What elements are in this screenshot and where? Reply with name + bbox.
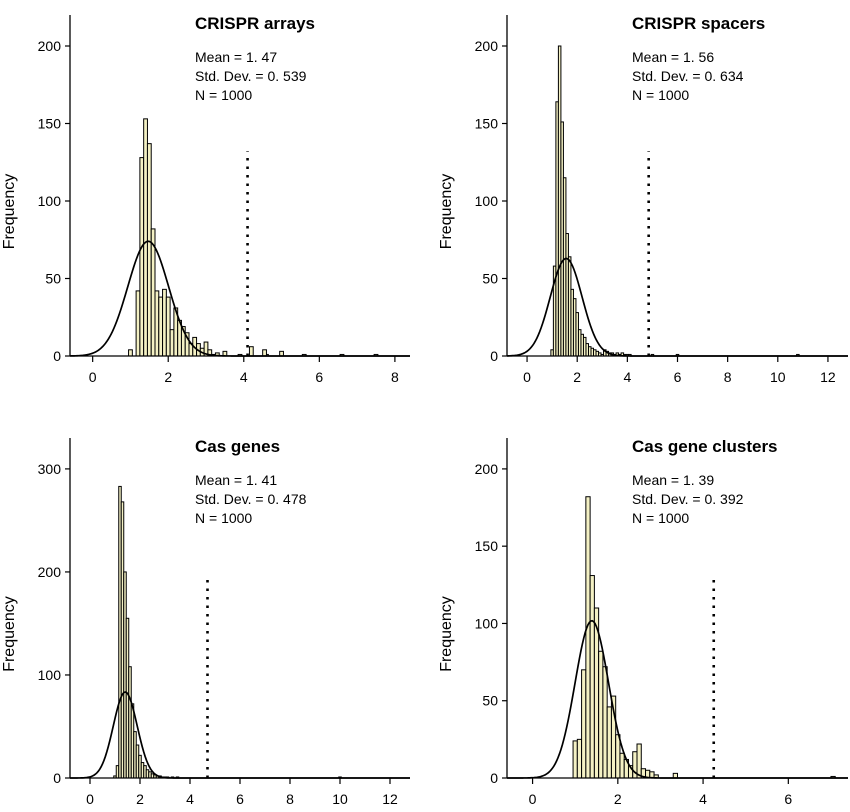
y-tick-label: 150 (475, 538, 499, 554)
x-tick-label: 6 (784, 791, 792, 807)
chart-title: Cas genes (195, 437, 280, 456)
x-tick-label: 6 (315, 369, 323, 385)
y-tick-label: 0 (490, 770, 498, 786)
histogram-bar (615, 734, 621, 779)
y-tick-label: 150 (475, 116, 499, 132)
stats-line: Std. Dev. = 0. 478 (195, 491, 307, 507)
y-tick-label: 100 (475, 615, 499, 631)
histogram-bar (576, 738, 583, 779)
histogram-bar (135, 290, 141, 357)
y-tick-label: 0 (53, 348, 61, 364)
histogram-bar (585, 496, 591, 779)
x-tick-label: 6 (236, 791, 244, 807)
y-tick-label: 200 (38, 564, 62, 580)
stats-line: Std. Dev. = 0. 539 (195, 68, 307, 84)
histogram-panel: 0 50 100 150 200 0 2 4 6 8 Frequency CRISPR arrays M… (1, 14, 410, 385)
y-tick-label: 150 (38, 116, 62, 132)
y-tick-label: 200 (475, 38, 499, 54)
x-tick-label: 8 (724, 369, 732, 385)
y-axis-label: Frequency (438, 596, 455, 672)
normal-curve (69, 240, 410, 357)
histogram-bar (162, 288, 167, 357)
y-tick-label: 50 (482, 693, 498, 709)
y-axis-label: Frequency (1, 596, 18, 672)
x-tick-label: 4 (186, 791, 194, 807)
stats-line: Std. Dev. = 0. 392 (632, 491, 744, 507)
x-tick-label: 2 (573, 369, 581, 385)
x-tick-label: 6 (674, 369, 682, 385)
histogram-bar (581, 669, 587, 779)
x-tick-label: 10 (332, 791, 348, 807)
histogram-bar (169, 329, 175, 357)
histogram-bar (262, 349, 267, 357)
histogram-bar (606, 706, 612, 779)
x-tick-label: 2 (164, 369, 172, 385)
normal-curve (507, 619, 848, 779)
stats-line: Mean = 1. 47 (195, 49, 277, 65)
chart-title: CRISPR spacers (632, 14, 765, 33)
y-tick-label: 100 (475, 193, 499, 209)
x-tick-label: 8 (391, 369, 399, 385)
x-tick-label: 4 (623, 369, 631, 385)
x-tick-label: 0 (523, 369, 531, 385)
histogram-panel: 0 50 100 150 200 0 2 4 6 Frequency Cas gene cluste… (438, 437, 848, 807)
histogram-bar (146, 143, 152, 357)
y-axis-label: Frequency (438, 174, 455, 250)
y-tick-label: 200 (38, 38, 62, 54)
histogram-bar (619, 752, 625, 779)
stats-line: N = 1000 (632, 510, 689, 526)
histogram-bar (143, 118, 148, 357)
x-tick-label: 0 (529, 791, 537, 807)
histogram-bar (139, 157, 145, 357)
y-tick-label: 300 (38, 461, 62, 477)
y-tick-label: 50 (482, 271, 498, 287)
y-tick-label: 200 (475, 461, 499, 477)
histogram-bar (128, 349, 133, 357)
histogram-bar (572, 740, 578, 779)
x-tick-label: 12 (382, 791, 398, 807)
stats-line: N = 1000 (632, 87, 689, 103)
x-tick-label: 0 (86, 791, 94, 807)
x-tick-label: 10 (770, 369, 786, 385)
y-tick-label: 0 (490, 348, 498, 364)
histogram-bar (154, 290, 160, 357)
stats-line: Std. Dev. = 0. 634 (632, 68, 744, 84)
x-tick-label: 4 (699, 791, 707, 807)
x-tick-label: 2 (136, 791, 144, 807)
stats-line: Mean = 1. 39 (632, 472, 714, 488)
x-tick-label: 12 (820, 369, 836, 385)
y-tick-label: 100 (38, 667, 62, 683)
y-tick-label: 100 (38, 193, 62, 209)
stats-line: N = 1000 (195, 510, 252, 526)
stats-line: Mean = 1. 56 (632, 49, 714, 65)
x-tick-label: 0 (89, 369, 97, 385)
chart-title: CRISPR arrays (195, 14, 315, 33)
histogram-bar (598, 650, 604, 779)
histogram-bar (589, 575, 595, 779)
x-tick-label: 2 (614, 791, 622, 807)
x-tick-label: 4 (240, 369, 248, 385)
histogram-bar (248, 346, 254, 357)
chart-title: Cas gene clusters (632, 437, 778, 456)
y-axis-label: Frequency (1, 174, 18, 250)
histogram-bar (158, 296, 164, 357)
histogram-panel: 0 100 200 300 0 2 4 6 8 10 12 Frequency Cas genes Mea… (1, 437, 410, 807)
histogram-bar (636, 743, 642, 779)
histogram-bar (165, 296, 171, 357)
y-tick-label: 50 (45, 271, 61, 287)
stats-line: N = 1000 (195, 87, 252, 103)
histogram-bar (602, 666, 608, 779)
stats-line: Mean = 1. 41 (195, 472, 277, 488)
histogram-panel: 0 50 100 150 200 0 2 4 6 8 10 12 Frequency CRISPR spa… (438, 14, 848, 385)
x-tick-label: 8 (286, 791, 294, 807)
y-tick-label: 0 (53, 770, 61, 786)
